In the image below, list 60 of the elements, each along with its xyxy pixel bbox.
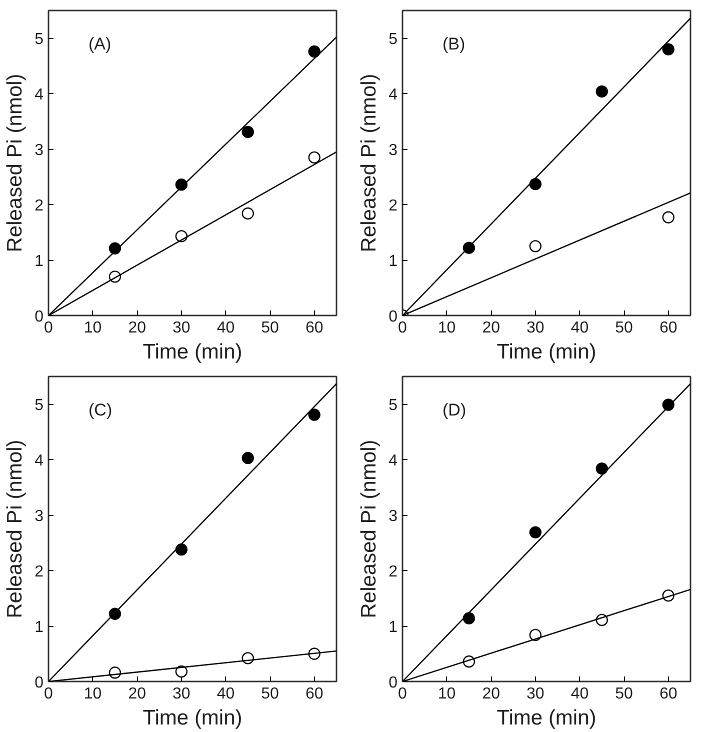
x-tick-label: 50 [261, 686, 280, 702]
x-tick-label: 10 [438, 320, 456, 336]
y-tick-label: 3 [388, 508, 398, 526]
x-tick-label: 30 [526, 686, 544, 702]
x-tick-label: 20 [128, 320, 146, 336]
y-tick-label: 3 [388, 142, 398, 160]
x-tick-label: 40 [216, 686, 235, 702]
annotation: (C) [88, 400, 112, 420]
y-tick-label: 0 [34, 308, 44, 326]
y-tick-label: 0 [388, 674, 398, 692]
x-axis-title: Time (min) [496, 340, 596, 364]
y-tick-label: 1 [388, 619, 398, 636]
x-tick-label: 20 [128, 686, 146, 702]
x-tick-label: 20 [482, 320, 500, 336]
y-tick-label: 5 [388, 397, 398, 414]
y-tick-label: 3 [34, 142, 44, 160]
y-tick-label: 2 [388, 564, 398, 581]
x-tick-label: 60 [659, 320, 678, 336]
x-tick-label: 50 [615, 320, 634, 336]
y-tick-label: 3 [34, 508, 44, 526]
x-tick-label: 40 [570, 686, 589, 702]
y-tick-label: 4 [34, 452, 44, 470]
x-tick-label: 30 [526, 320, 544, 336]
y-tick-label: 1 [388, 253, 398, 270]
y-axis-title: Released Pi (nmol) [4, 440, 27, 618]
annotation: (A) [88, 34, 112, 54]
y-tick-label: 5 [34, 31, 44, 48]
x-tick-label: 60 [659, 686, 678, 702]
y-tick-label: 0 [34, 674, 44, 692]
annotation: (B) [442, 34, 466, 54]
y-tick-label: 0 [388, 308, 398, 326]
x-tick-label: 40 [570, 320, 589, 336]
annotation: (D) [442, 400, 466, 420]
x-axis-title: Time (min) [142, 706, 242, 730]
x-tick-label: 60 [305, 320, 324, 336]
y-tick-label: 2 [34, 198, 44, 215]
x-axis-title: Time (min) [142, 340, 242, 364]
y-tick-label: 4 [388, 86, 398, 104]
x-tick-label: 40 [216, 320, 235, 336]
y-axis-title: Released Pi (nmol) [358, 74, 381, 252]
y-tick-label: 5 [34, 397, 44, 414]
x-tick-label: 10 [84, 320, 102, 336]
y-tick-label: 4 [388, 452, 398, 470]
y-tick-label: 2 [34, 564, 44, 581]
y-tick-label: 4 [34, 86, 44, 104]
x-tick-label: 60 [305, 686, 324, 702]
y-tick-label: 1 [34, 253, 44, 270]
x-tick-label: 20 [482, 686, 500, 702]
y-tick-label: 2 [388, 198, 398, 215]
x-tick-label: 10 [84, 686, 102, 702]
y-tick-label: 1 [34, 619, 44, 636]
y-tick-label: 5 [388, 31, 398, 48]
y-axis-title: Released Pi (nmol) [4, 74, 27, 252]
x-tick-label: 50 [615, 686, 634, 702]
x-axis-title: Time (min) [496, 706, 596, 730]
x-tick-label: 30 [172, 686, 190, 702]
x-tick-label: 30 [172, 320, 190, 336]
y-axis-title: Released Pi (nmol) [358, 440, 381, 618]
x-tick-label: 50 [261, 320, 280, 336]
x-tick-label: 10 [438, 686, 456, 702]
